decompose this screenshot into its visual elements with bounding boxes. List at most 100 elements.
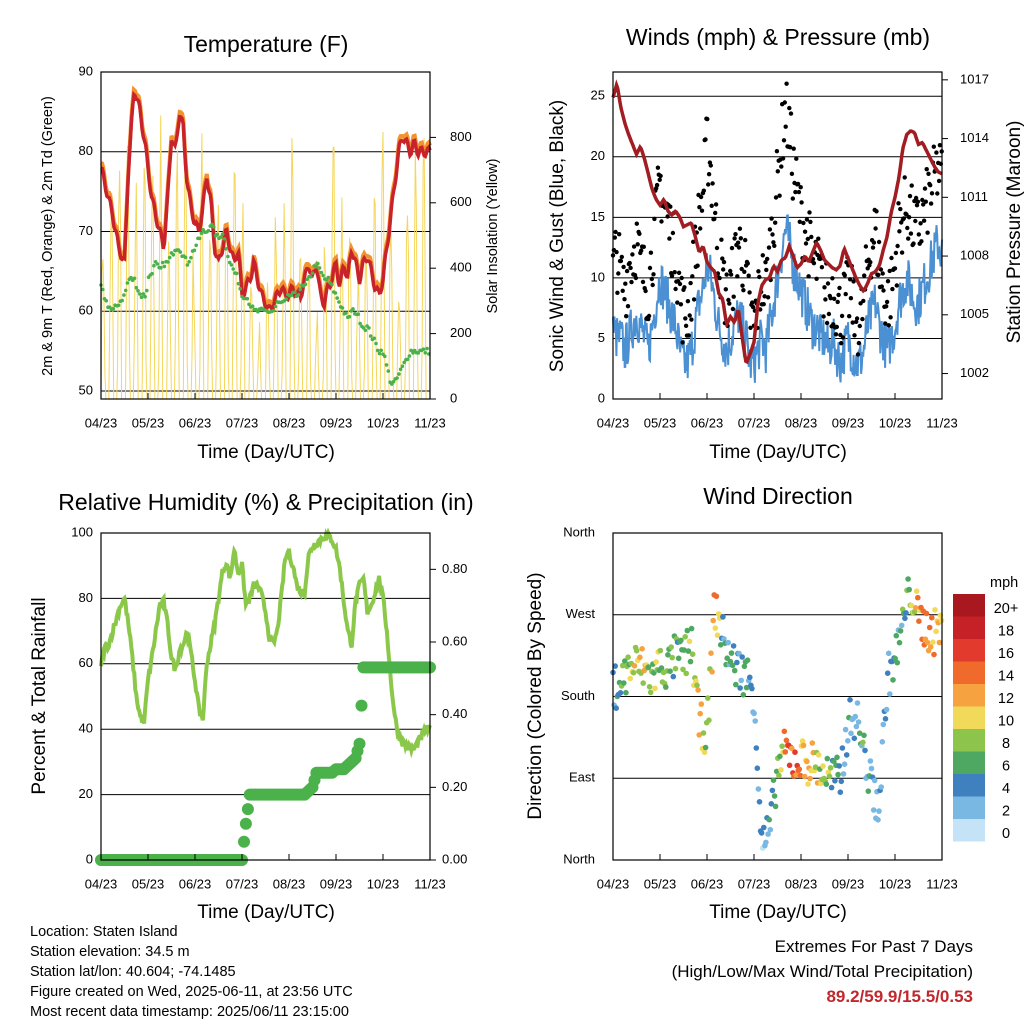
gust-point	[771, 240, 776, 245]
direction-x-tick-label: 05/23	[644, 876, 677, 891]
dewpoint-point	[298, 287, 303, 292]
direction-x-tick-label: 07/23	[738, 876, 771, 891]
gust-point	[937, 143, 943, 148]
humidity-y2-tick-label: 0.40	[442, 706, 467, 721]
gust-point	[727, 301, 732, 306]
direction-point	[800, 742, 807, 749]
temperature-x-tick-label: 11/23	[414, 415, 446, 430]
gust-point	[735, 274, 740, 279]
dewpoint-point	[206, 228, 211, 233]
direction-point	[652, 685, 658, 692]
gust-point	[635, 242, 640, 247]
direction-point	[712, 625, 719, 631]
direction-point	[805, 781, 811, 787]
direction-point	[936, 639, 943, 646]
gust-point	[823, 297, 828, 302]
gust-point	[887, 268, 892, 274]
gust-point	[837, 285, 842, 291]
winds-y-tick-label: 10	[591, 269, 605, 284]
gust-point	[627, 260, 632, 266]
gust-point	[862, 273, 867, 278]
direction-point	[847, 697, 853, 703]
direction-point	[693, 678, 699, 684]
gust-point	[839, 341, 844, 346]
gust-point	[861, 298, 866, 304]
gust-point	[668, 204, 673, 209]
direction-point	[705, 695, 711, 701]
dewpoint-point	[405, 357, 410, 362]
gust-point	[630, 252, 635, 257]
gust-point	[873, 226, 878, 231]
gust-point	[876, 239, 882, 245]
direction-point	[912, 605, 919, 611]
temperature-y-tick-label: 70	[79, 223, 93, 238]
gust-point	[732, 236, 737, 241]
winds-x-tick-label: 10/23	[879, 415, 912, 430]
direction-point	[880, 721, 887, 728]
dewpoint-point	[116, 303, 121, 308]
gust-point	[789, 171, 795, 176]
dewpoint-point	[236, 281, 241, 286]
direction-point	[848, 730, 854, 737]
direction-point	[761, 824, 767, 831]
direction-point	[786, 762, 793, 769]
direction-point	[840, 771, 847, 777]
direction-point	[645, 664, 652, 670]
dewpoint-point	[409, 348, 414, 353]
colorbar-label: 8	[1002, 736, 1010, 752]
gust-point	[822, 285, 827, 290]
gust-point	[906, 215, 912, 220]
dewpoint-point	[238, 286, 242, 291]
gust-point	[787, 105, 792, 111]
direction-point	[720, 614, 726, 620]
station-latlon: Station lat/lon: 40.604; -74.1485	[30, 964, 236, 980]
dewpoint-point	[395, 376, 399, 380]
gust-point	[821, 314, 826, 319]
dewpoint-point	[284, 297, 288, 301]
direction-point	[882, 716, 889, 722]
direction-y-tick-label: South	[561, 688, 595, 703]
dewpoint-point	[384, 363, 389, 367]
direction-point	[908, 602, 915, 609]
winds-y2-tick-label: 1002	[960, 365, 989, 380]
direction-y-tick-label: North	[563, 524, 595, 539]
winds-y2-tick-label: 1005	[960, 306, 989, 321]
temperature-y2-tick-label: 400	[450, 260, 472, 275]
gust-point	[683, 316, 688, 321]
direction-point	[697, 710, 703, 717]
gust-point	[870, 245, 876, 250]
gust-point	[790, 196, 795, 201]
direction-y-tick-label: West	[566, 606, 596, 621]
gust-point	[832, 296, 837, 301]
dewpoint-point	[363, 328, 368, 333]
colorbar-swatch	[953, 796, 985, 819]
direction-point	[737, 685, 743, 691]
gust-point	[781, 138, 787, 143]
gust-point	[797, 219, 802, 224]
gust-point	[782, 100, 787, 105]
dewpoint-point	[340, 306, 345, 310]
gust-point	[905, 225, 910, 231]
gust-point	[881, 288, 886, 293]
gust-point	[720, 256, 725, 261]
gust-point	[808, 219, 813, 225]
sonic-wind-line	[612, 214, 943, 383]
gust-point	[857, 323, 862, 329]
dewpoint-point	[386, 369, 391, 373]
gust-point	[911, 241, 916, 246]
recent-timestamp: Most recent data timestamp: 2025/06/11 2…	[30, 1004, 349, 1020]
direction-y-label: Direction (Colored By Speed)	[525, 572, 546, 819]
gust-point	[899, 250, 905, 255]
gust-point	[679, 275, 684, 281]
dewpoint-point	[125, 281, 130, 285]
dewpoint-point	[138, 292, 142, 296]
gust-point	[855, 352, 861, 357]
gust-point	[772, 243, 777, 248]
direction-point	[658, 665, 665, 671]
colorbar-swatch	[953, 661, 985, 684]
gust-point	[631, 244, 637, 249]
gust-point	[889, 255, 894, 261]
direction-point	[823, 781, 830, 787]
gust-point	[909, 183, 914, 188]
